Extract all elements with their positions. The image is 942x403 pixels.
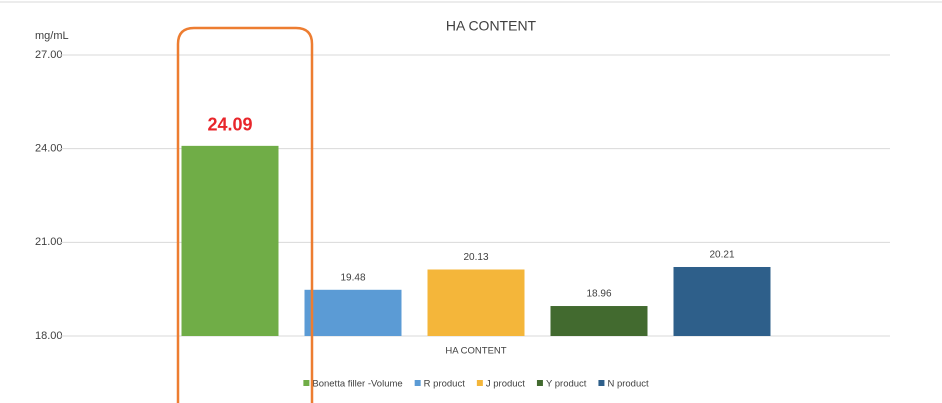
legend-label: R product (424, 379, 466, 390)
x-tick-label: HA CONTENT (445, 346, 506, 357)
legend-label: N product (607, 379, 649, 390)
y-axis-unit: mg/mL (35, 30, 69, 42)
bar (550, 306, 648, 336)
bar (181, 145, 279, 336)
legend-label: Y product (546, 379, 587, 390)
y-tick-label: 24.00 (35, 143, 63, 155)
legend-swatch (476, 380, 483, 386)
y-tick-label: 21.00 (35, 236, 63, 248)
legend-swatch (536, 380, 543, 386)
chart-title: HA CONTENT (446, 18, 537, 34)
data-label: 19.48 (340, 272, 365, 283)
legend-label: J product (486, 379, 525, 390)
legend-swatch (598, 380, 605, 386)
data-label: 24.09 (207, 115, 252, 135)
y-tick-label: 18.00 (35, 330, 63, 342)
data-label: 18.96 (586, 289, 611, 300)
highlight-box (176, 26, 314, 403)
y-tick-label: 27.00 (35, 49, 63, 61)
legend-label: Bonetta filler -Volume (312, 379, 402, 390)
legend-swatch (303, 380, 310, 386)
data-label: 20.13 (463, 252, 488, 263)
bar (427, 269, 525, 336)
data-label: 20.21 (709, 250, 734, 261)
bar (304, 289, 402, 336)
legend-swatch (414, 380, 421, 386)
bar (673, 266, 771, 336)
